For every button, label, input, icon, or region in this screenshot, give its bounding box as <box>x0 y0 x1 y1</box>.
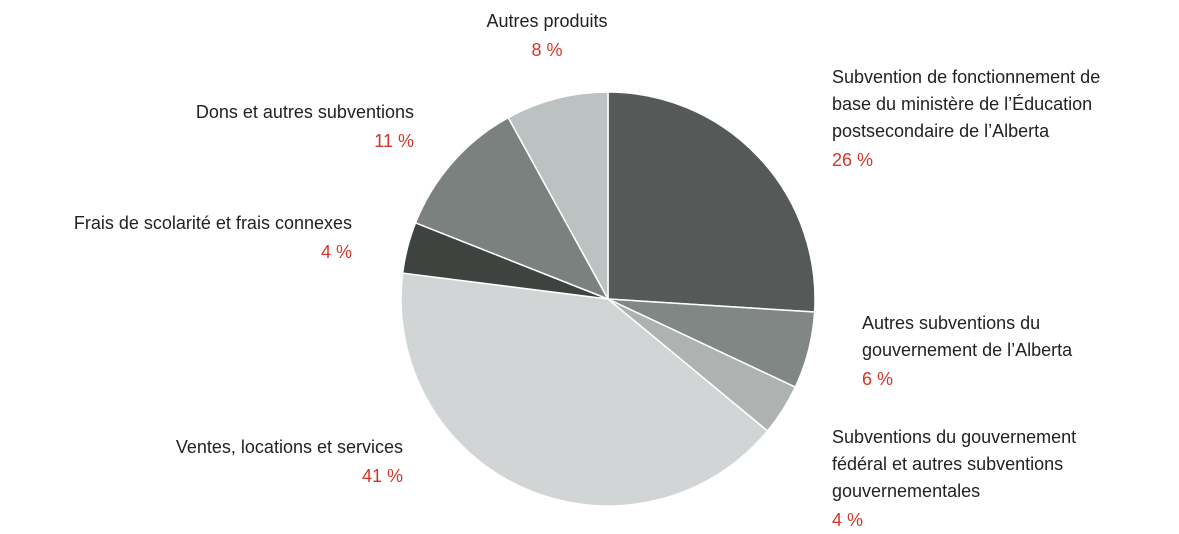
slice-name-5: Dons et autres subventions <box>195 102 414 122</box>
slice-value-1: 6 % <box>862 369 894 389</box>
slice-label-2: Subventions du gouvernement fédéral et a… <box>832 424 1076 534</box>
slice-value-2: 4 % <box>832 510 864 530</box>
slice-value-3: 41 % <box>361 466 403 486</box>
slice-label-5: Dons et autres subventions 11 % <box>196 99 414 155</box>
slice-label-6: Autres produits 8 % <box>397 8 697 64</box>
slice-name-4: Frais de scolarité et frais connexes <box>73 213 352 233</box>
slice-label-1: Autres subventions du gouvernement de l’… <box>862 310 1072 393</box>
pie-slice-5 <box>414 116 610 301</box>
slice-value-4: 4 % <box>320 242 352 262</box>
slice-label-4: Frais de scolarité et frais connexes 4 % <box>74 210 352 266</box>
slice-name-0: Subvention de fonctionnement de base du … <box>832 67 1101 141</box>
slice-value-0: 26 % <box>832 150 874 170</box>
pie-slice-6 <box>507 91 609 300</box>
slice-value-5: 11 % <box>374 131 414 151</box>
slice-value-6: 8 % <box>531 40 563 60</box>
slice-name-3: Ventes, locations et services <box>175 437 403 457</box>
slice-name-1: Autres subventions du gouvernement de l’… <box>862 313 1073 360</box>
slice-label-0: Subvention de fonctionnement de base du … <box>832 64 1100 174</box>
slice-label-3: Ventes, locations et services 41 % <box>176 434 403 490</box>
slice-name-2: Subventions du gouvernement fédéral et a… <box>832 427 1077 501</box>
slice-name-6: Autres produits <box>486 11 608 31</box>
pie-slice-3 <box>400 272 769 507</box>
pie-slice-0 <box>607 91 816 313</box>
